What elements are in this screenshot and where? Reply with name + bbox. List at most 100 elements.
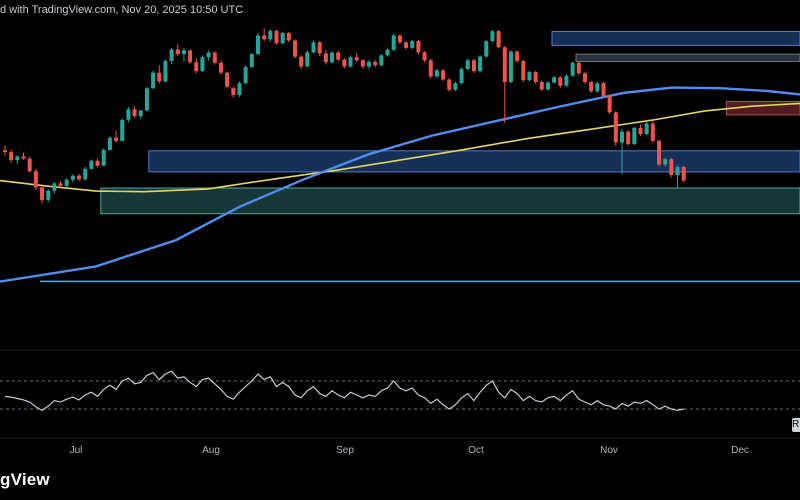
zone-gray-1 (575, 53, 800, 63)
candle (120, 118, 125, 142)
candle (360, 59, 365, 69)
candle (601, 82, 606, 98)
candle (607, 94, 612, 115)
candle-body (391, 35, 396, 50)
candle-body (40, 187, 45, 200)
candle (508, 50, 513, 84)
candle (447, 78, 452, 92)
lines-layer (0, 86, 800, 283)
candle-body (262, 35, 267, 40)
candle-body (589, 82, 594, 92)
candle-body (613, 112, 618, 143)
candle (434, 68, 439, 78)
candle (83, 166, 88, 181)
candle-body (101, 149, 106, 166)
candle-body (490, 31, 495, 42)
candle (33, 168, 38, 191)
candle (206, 50, 211, 61)
candle-body (422, 52, 427, 61)
candle-body (144, 88, 149, 111)
candle-body (607, 96, 612, 113)
candle-body (163, 60, 168, 82)
rsi-layer (0, 370, 800, 412)
candle (330, 51, 335, 64)
candle (218, 60, 223, 75)
candle (323, 49, 328, 65)
candle (681, 165, 686, 183)
candle-body (286, 33, 291, 41)
candle-body (132, 109, 137, 117)
zone-blue-3 (148, 150, 800, 173)
candle (212, 51, 217, 65)
candle (657, 139, 662, 167)
candle-body (515, 51, 520, 61)
candle (515, 50, 520, 63)
candle (95, 158, 100, 168)
candle (404, 41, 409, 50)
candle (9, 149, 14, 163)
candle-body (181, 50, 186, 55)
candle-body (447, 79, 452, 90)
candle (441, 68, 446, 82)
candle (620, 128, 624, 175)
candle-body (496, 31, 501, 48)
candle (114, 130, 119, 143)
candle (292, 39, 297, 59)
candle-body (138, 110, 143, 117)
candle-body (52, 183, 57, 191)
candle-body (502, 47, 507, 82)
candle (107, 136, 112, 151)
candle-body (601, 83, 606, 97)
candle (15, 155, 20, 164)
candle-body (441, 70, 446, 80)
candle (564, 73, 569, 87)
candle (231, 86, 236, 98)
candle (126, 106, 131, 123)
candle-body (3, 150, 7, 153)
candle (397, 34, 402, 44)
candle (157, 65, 162, 84)
candle (336, 50, 341, 62)
candle-body (657, 140, 662, 165)
candle-body (552, 77, 557, 83)
candle-body (459, 68, 464, 84)
candle-body (484, 41, 489, 57)
candle-body (212, 52, 217, 63)
candle-body (545, 82, 550, 90)
candle (58, 180, 63, 188)
candle (428, 58, 433, 79)
candle (675, 165, 680, 188)
candle-body (367, 61, 372, 67)
candle-body (225, 72, 230, 87)
candle-body (626, 131, 631, 144)
candle (64, 178, 69, 188)
candle (385, 47, 390, 57)
candle (496, 29, 501, 49)
candle (262, 28, 267, 42)
candle-body (576, 62, 581, 74)
candle-body (644, 123, 649, 135)
candle-body (397, 35, 402, 43)
candles-layer (3, 28, 686, 204)
zone-teal-4 (100, 187, 800, 215)
candle-body (46, 190, 51, 200)
candle-body (348, 57, 353, 67)
candle-body (681, 166, 686, 181)
candle-body (354, 57, 359, 61)
candle (200, 55, 205, 73)
candle-body (107, 137, 112, 150)
candle (478, 55, 483, 73)
candle-body (453, 83, 458, 90)
candle-body (206, 52, 211, 58)
candle (521, 59, 526, 82)
candle (552, 75, 557, 84)
candle-body (558, 77, 563, 86)
candle (40, 186, 45, 204)
candle (311, 40, 316, 54)
candle (490, 29, 495, 43)
candle-body (64, 179, 69, 186)
candle-body (471, 60, 476, 72)
ma-short-line (0, 102, 800, 193)
candle-body (151, 72, 156, 89)
